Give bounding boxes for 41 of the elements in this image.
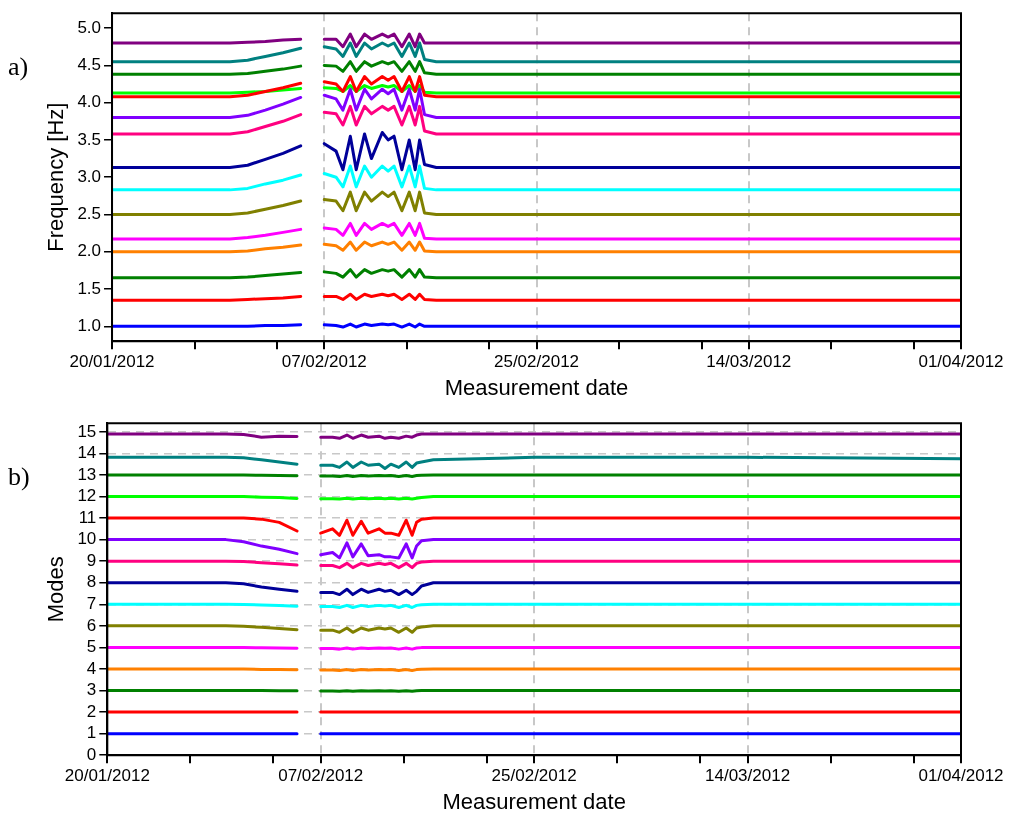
x-tick-label: 25/02/2012 xyxy=(491,766,577,786)
x-tick-label: 20/01/2012 xyxy=(69,352,155,372)
x-axis-title: Measurement date xyxy=(442,788,626,814)
y-axis-title: Frequency [Hz] xyxy=(43,102,69,252)
y-tick-label: 11 xyxy=(78,507,97,527)
y-tick-label: 3.5 xyxy=(77,129,102,149)
y-tick-label: 0 xyxy=(86,744,97,764)
y-tick-label: 2 xyxy=(86,701,97,721)
x-tick-label: 14/03/2012 xyxy=(706,352,792,372)
x-tick-label: 25/02/2012 xyxy=(493,352,580,372)
y-tick-label: 3.0 xyxy=(77,166,102,186)
y-tick-label: 3 xyxy=(86,680,97,700)
y-tick-label: 12 xyxy=(77,486,97,506)
x-tick-label: 07/02/2012 xyxy=(278,766,364,786)
y-tick-label: 5.0 xyxy=(77,17,102,37)
y-tick-label: 8 xyxy=(86,572,97,592)
y-tick-label: 2.5 xyxy=(77,204,102,224)
y-tick-label: 1 xyxy=(86,723,97,743)
y-tick-label: 15 xyxy=(77,421,97,441)
y-tick-label: 14 xyxy=(77,443,97,463)
x-tick-label: 07/02/2012 xyxy=(281,352,367,372)
y-tick-label: 1.0 xyxy=(77,315,102,335)
y-tick-label: 4 xyxy=(86,658,97,678)
y-tick-label: 2.0 xyxy=(77,241,102,261)
y-tick-label: 1.5 xyxy=(77,278,102,298)
text: a) xyxy=(8,52,29,82)
x-tick-label: 20/01/2012 xyxy=(64,766,150,786)
text: b) xyxy=(8,462,30,492)
y-tick-label: 7 xyxy=(86,593,97,613)
y-tick-label: 9 xyxy=(86,550,97,570)
y-tick-label: 5 xyxy=(86,637,97,657)
y-tick-label: 10 xyxy=(77,529,97,549)
x-tick-label: 01/04/2012 xyxy=(918,766,1004,786)
y-tick-label: 4.5 xyxy=(77,55,102,75)
y-tick-label: 13 xyxy=(77,464,97,484)
y-tick-label: 6 xyxy=(86,615,97,635)
x-tick-label: 14/03/2012 xyxy=(705,766,791,786)
x-tick-label: 01/04/2012 xyxy=(918,352,1004,372)
y-axis-title: Modes xyxy=(43,556,69,623)
x-axis-title: Measurement date xyxy=(444,374,629,400)
y-tick-label: 4.0 xyxy=(77,92,102,112)
